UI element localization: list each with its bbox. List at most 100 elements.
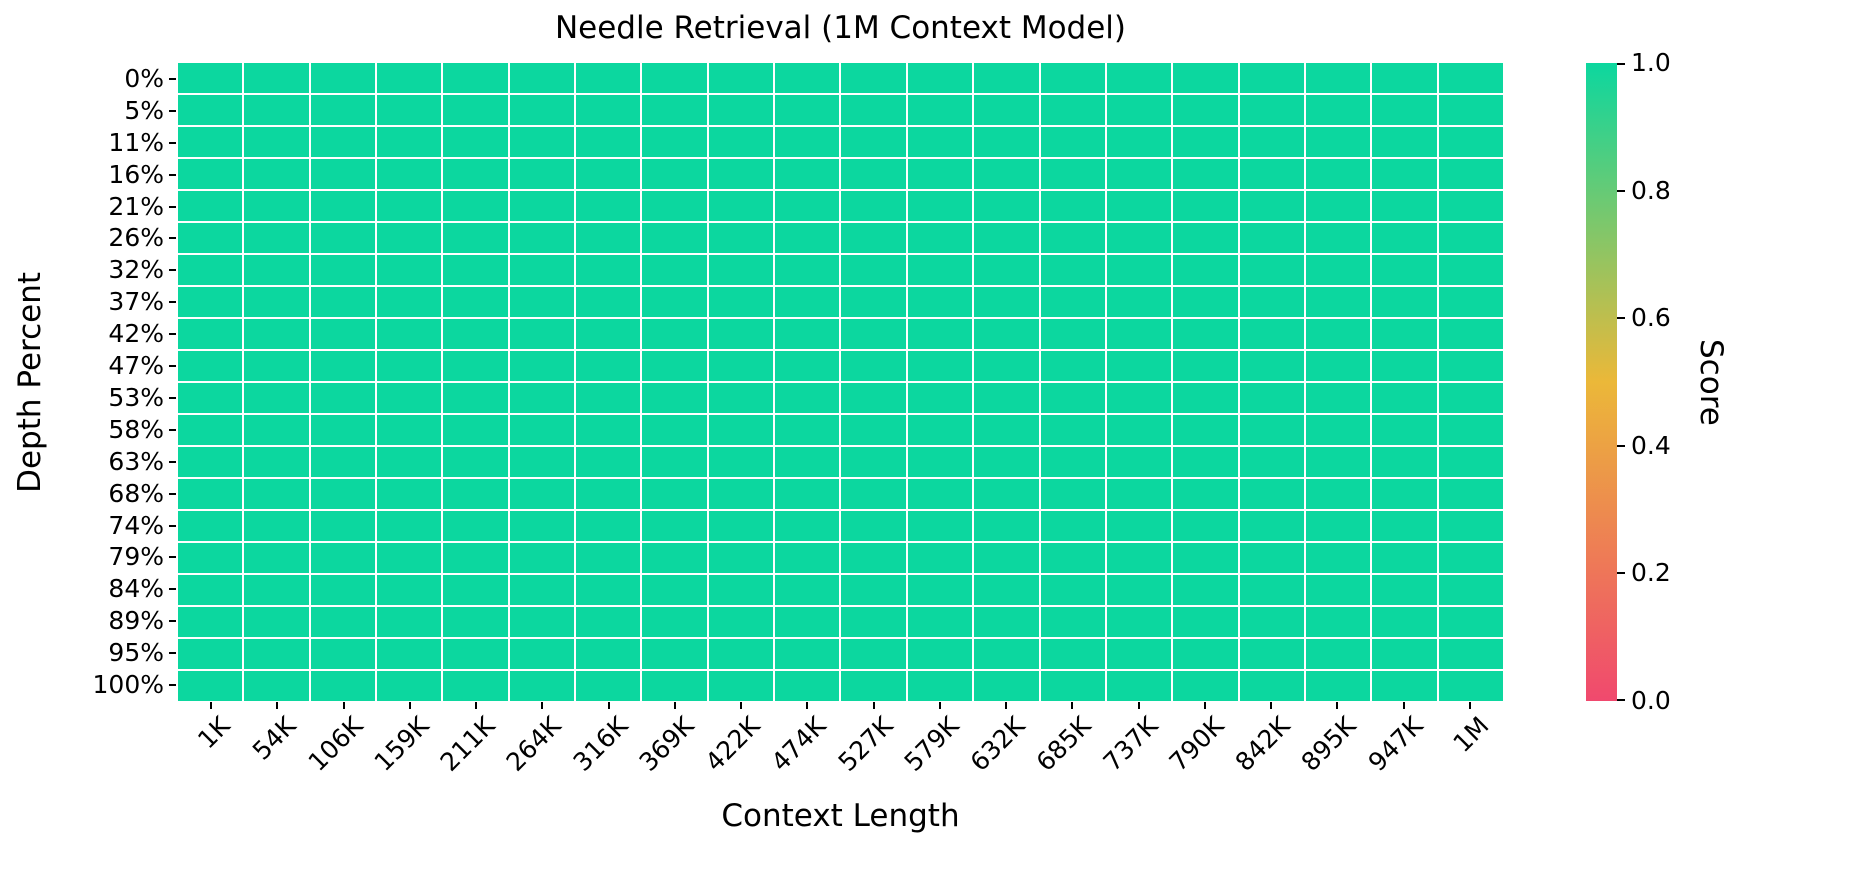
heatmap-cell bbox=[974, 671, 1039, 701]
heatmap-cell bbox=[443, 415, 508, 445]
heatmap-cell bbox=[907, 159, 973, 189]
heatmap-cell bbox=[775, 223, 840, 253]
heatmap-cell bbox=[841, 127, 906, 157]
heatmap-cell bbox=[1106, 95, 1172, 125]
heatmap-cell bbox=[1040, 415, 1105, 445]
heatmap-cell bbox=[509, 159, 575, 189]
heatmap-cell bbox=[178, 639, 243, 669]
heatmap-cell bbox=[310, 543, 376, 573]
heatmap-cell bbox=[1438, 447, 1503, 477]
heatmap-cell bbox=[377, 607, 442, 637]
heatmap-cell bbox=[1438, 415, 1503, 445]
heatmap-cell bbox=[1372, 415, 1437, 445]
heatmap-cell bbox=[841, 511, 906, 541]
x-axis-tick bbox=[1468, 702, 1471, 709]
heatmap-cell bbox=[509, 479, 575, 509]
heatmap-cell bbox=[907, 95, 973, 125]
heatmap-cell bbox=[775, 319, 840, 349]
heatmap-cell bbox=[1040, 255, 1105, 285]
x-axis-tick bbox=[1402, 702, 1405, 709]
heatmap-cell bbox=[576, 159, 641, 189]
colorbar-tick bbox=[1617, 572, 1625, 575]
colorbar-label: Score bbox=[1693, 338, 1729, 426]
colorbar-tick-label: 0.2 bbox=[1631, 558, 1671, 588]
heatmap-cell bbox=[576, 319, 641, 349]
heatmap-cell bbox=[775, 351, 840, 381]
heatmap-cell bbox=[576, 95, 641, 125]
y-axis-tick bbox=[169, 524, 176, 527]
y-axis-tick bbox=[169, 428, 176, 431]
heatmap-cell bbox=[443, 575, 508, 605]
heatmap-cell bbox=[642, 671, 707, 701]
heatmap-cell bbox=[1040, 607, 1105, 637]
heatmap-cell bbox=[708, 607, 774, 637]
heatmap-cell bbox=[1040, 511, 1105, 541]
heatmap-cell bbox=[509, 543, 575, 573]
heatmap-cell bbox=[1173, 575, 1238, 605]
heatmap-cell bbox=[1173, 319, 1238, 349]
heatmap-cell bbox=[1438, 159, 1503, 189]
heatmap-cell bbox=[1305, 511, 1371, 541]
heatmap-cell bbox=[907, 191, 973, 221]
heatmap-cell bbox=[509, 191, 575, 221]
heatmap-cell bbox=[775, 95, 840, 125]
heatmap-cell bbox=[244, 191, 309, 221]
heatmap-cell bbox=[377, 159, 442, 189]
y-axis-tick bbox=[169, 301, 176, 304]
heatmap-cell bbox=[310, 479, 376, 509]
heatmap-cell bbox=[178, 575, 243, 605]
heatmap-cell bbox=[708, 95, 774, 125]
heatmap-cell bbox=[642, 191, 707, 221]
heatmap-cell bbox=[974, 223, 1039, 253]
heatmap-cell bbox=[775, 287, 840, 317]
heatmap-cell bbox=[1372, 63, 1437, 93]
heatmap-cell bbox=[443, 351, 508, 381]
heatmap-cell bbox=[377, 63, 442, 93]
heatmap-cell bbox=[1106, 575, 1172, 605]
heatmap-cell bbox=[1040, 159, 1105, 189]
heatmap-cell bbox=[775, 479, 840, 509]
y-axis-tick bbox=[169, 365, 176, 368]
heatmap-cell bbox=[509, 447, 575, 477]
heatmap-cell bbox=[1040, 479, 1105, 509]
y-axis-tick bbox=[169, 588, 176, 591]
heatmap-cell bbox=[576, 255, 641, 285]
heatmap-cell bbox=[1239, 223, 1304, 253]
heatmap-cell bbox=[708, 575, 774, 605]
heatmap-cell bbox=[907, 287, 973, 317]
heatmap-cell bbox=[1438, 319, 1503, 349]
heatmap-cell bbox=[1305, 383, 1371, 413]
heatmap-cell bbox=[377, 639, 442, 669]
y-tick-label: 26% bbox=[108, 223, 164, 253]
heatmap-cell bbox=[443, 671, 508, 701]
x-axis-tick bbox=[276, 702, 279, 709]
y-tick-label: 63% bbox=[108, 446, 164, 476]
heatmap-cell bbox=[1239, 671, 1304, 701]
heatmap-cell bbox=[178, 351, 243, 381]
heatmap-cell bbox=[1239, 63, 1304, 93]
heatmap-cell bbox=[1106, 287, 1172, 317]
x-axis-tick bbox=[673, 702, 676, 709]
heatmap-cell bbox=[1438, 63, 1503, 93]
colorbar-tick-label: 0.6 bbox=[1631, 303, 1671, 333]
heatmap-cell bbox=[1305, 543, 1371, 573]
heatmap-cell bbox=[1239, 575, 1304, 605]
heatmap-cell bbox=[178, 447, 243, 477]
heatmap-cell bbox=[1040, 351, 1105, 381]
heatmap-cell bbox=[1438, 479, 1503, 509]
heatmap-cell bbox=[244, 447, 309, 477]
x-axis-tick bbox=[872, 702, 875, 709]
heatmap-cell bbox=[907, 415, 973, 445]
heatmap-cell bbox=[1239, 511, 1304, 541]
heatmap-cell bbox=[907, 255, 973, 285]
heatmap-cell bbox=[576, 479, 641, 509]
heatmap-cell bbox=[310, 127, 376, 157]
heatmap-cell bbox=[178, 607, 243, 637]
heatmap-cell bbox=[775, 447, 840, 477]
heatmap-cell bbox=[443, 639, 508, 669]
heatmap-cell bbox=[1040, 95, 1105, 125]
heatmap-cell bbox=[1106, 159, 1172, 189]
heatmap-cell bbox=[907, 127, 973, 157]
heatmap-cell bbox=[244, 479, 309, 509]
heatmap-cell bbox=[1106, 191, 1172, 221]
